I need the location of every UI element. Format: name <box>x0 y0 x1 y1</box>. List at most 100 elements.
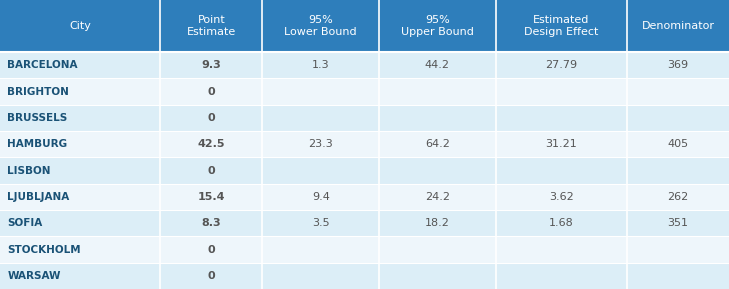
Text: 24.2: 24.2 <box>425 192 450 202</box>
Text: 0: 0 <box>208 166 215 175</box>
Bar <box>262 210 379 236</box>
Bar <box>0 263 160 289</box>
Bar <box>496 131 627 157</box>
Text: BARCELONA: BARCELONA <box>7 60 78 70</box>
Bar <box>627 52 729 78</box>
Bar <box>379 131 496 157</box>
Bar <box>0 105 160 131</box>
Text: Denominator: Denominator <box>642 21 714 31</box>
Bar <box>496 0 627 52</box>
Text: 0: 0 <box>208 244 215 255</box>
Text: 0: 0 <box>208 86 215 97</box>
Text: 369: 369 <box>668 60 688 70</box>
Text: 15.4: 15.4 <box>198 192 225 202</box>
Bar <box>627 210 729 236</box>
Bar <box>379 184 496 210</box>
Bar <box>262 263 379 289</box>
Bar <box>0 236 160 263</box>
Text: 3.5: 3.5 <box>312 218 330 228</box>
Bar <box>379 0 496 52</box>
Text: Estimated
Design Effect: Estimated Design Effect <box>524 15 599 37</box>
Text: 3.62: 3.62 <box>549 192 574 202</box>
Bar <box>0 210 160 236</box>
Text: BRUSSELS: BRUSSELS <box>7 113 68 123</box>
Text: 18.2: 18.2 <box>425 218 450 228</box>
Bar <box>379 52 496 78</box>
Bar <box>627 78 729 105</box>
Text: 9.3: 9.3 <box>201 60 222 70</box>
Text: 0: 0 <box>208 113 215 123</box>
Bar <box>262 236 379 263</box>
Text: 95%
Lower Bound: 95% Lower Bound <box>284 15 357 37</box>
Bar <box>627 105 729 131</box>
Text: 1.3: 1.3 <box>312 60 330 70</box>
Text: 351: 351 <box>668 218 688 228</box>
Text: LISBON: LISBON <box>7 166 51 175</box>
Text: 95%
Upper Bound: 95% Upper Bound <box>401 15 474 37</box>
Bar <box>0 0 160 52</box>
Bar <box>0 157 160 184</box>
Bar <box>262 131 379 157</box>
Text: Point
Estimate: Point Estimate <box>187 15 236 37</box>
Bar <box>0 131 160 157</box>
Bar <box>160 263 262 289</box>
Bar <box>262 78 379 105</box>
Bar <box>379 105 496 131</box>
Bar <box>160 157 262 184</box>
Text: 1.68: 1.68 <box>549 218 574 228</box>
Bar <box>262 0 379 52</box>
Text: SOFIA: SOFIA <box>7 218 42 228</box>
Bar <box>160 105 262 131</box>
Bar <box>160 78 262 105</box>
Bar <box>262 157 379 184</box>
Bar <box>160 131 262 157</box>
Text: 64.2: 64.2 <box>425 139 450 149</box>
Text: HAMBURG: HAMBURG <box>7 139 67 149</box>
Bar <box>160 52 262 78</box>
Bar <box>379 236 496 263</box>
Bar <box>262 184 379 210</box>
Text: 27.79: 27.79 <box>545 60 577 70</box>
Bar <box>627 263 729 289</box>
Bar <box>496 236 627 263</box>
Bar <box>627 157 729 184</box>
Text: 23.3: 23.3 <box>308 139 333 149</box>
Bar <box>627 184 729 210</box>
Text: STOCKHOLM: STOCKHOLM <box>7 244 81 255</box>
Bar <box>496 78 627 105</box>
Bar <box>160 236 262 263</box>
Bar <box>262 52 379 78</box>
Text: WARSAW: WARSAW <box>7 271 61 281</box>
Bar <box>379 78 496 105</box>
Text: City: City <box>69 21 91 31</box>
Bar <box>627 236 729 263</box>
Bar <box>496 184 627 210</box>
Text: 0: 0 <box>208 271 215 281</box>
Text: 9.4: 9.4 <box>312 192 330 202</box>
Bar <box>379 210 496 236</box>
Bar <box>160 184 262 210</box>
Text: 31.21: 31.21 <box>545 139 577 149</box>
Bar <box>496 263 627 289</box>
Bar <box>496 52 627 78</box>
Bar <box>627 0 729 52</box>
Text: 262: 262 <box>667 192 689 202</box>
Bar <box>496 105 627 131</box>
Bar <box>627 131 729 157</box>
Bar <box>379 157 496 184</box>
Bar <box>262 105 379 131</box>
Bar <box>496 157 627 184</box>
Bar <box>0 52 160 78</box>
Text: 405: 405 <box>668 139 688 149</box>
Bar <box>496 210 627 236</box>
Bar <box>0 78 160 105</box>
Bar <box>379 263 496 289</box>
Text: BRIGHTON: BRIGHTON <box>7 86 69 97</box>
Text: LJUBLJANA: LJUBLJANA <box>7 192 69 202</box>
Text: 8.3: 8.3 <box>202 218 221 228</box>
Bar <box>160 210 262 236</box>
Bar <box>160 0 262 52</box>
Text: 44.2: 44.2 <box>425 60 450 70</box>
Bar <box>0 184 160 210</box>
Text: 42.5: 42.5 <box>198 139 225 149</box>
